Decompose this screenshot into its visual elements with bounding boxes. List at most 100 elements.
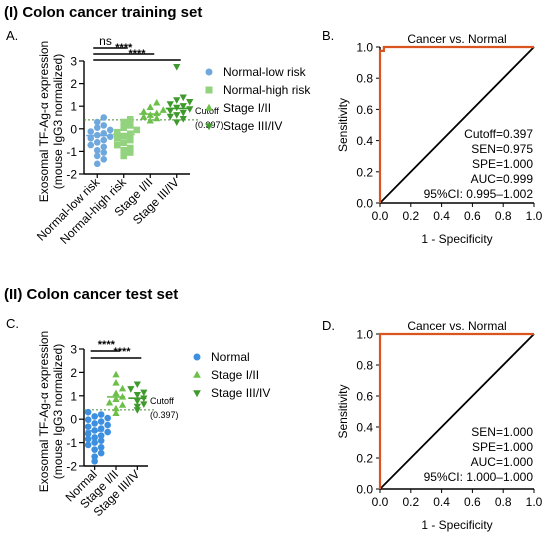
data-point: [91, 420, 98, 427]
data-point: [93, 139, 101, 146]
data-point: [153, 98, 161, 106]
x-axis-label: 1 - Specificity: [421, 518, 492, 532]
significance-label: ****: [128, 48, 146, 60]
x-tick-label: 1.0: [526, 209, 543, 223]
stat-label: SPE=1.000: [472, 440, 533, 454]
data-point: [173, 64, 181, 71]
legend-label: Normal-low risk: [223, 65, 307, 79]
data-point: [87, 141, 95, 149]
data-point: [126, 136, 134, 144]
data-point: [173, 97, 181, 104]
y-tick-label: 0.6: [356, 390, 373, 404]
x-tick-label: 0.8: [495, 209, 512, 223]
panel-label: A.: [6, 28, 18, 43]
data-point: [118, 401, 127, 408]
data-point: [140, 107, 148, 115]
data-point: [93, 118, 101, 126]
data-point: [112, 409, 120, 416]
data-point: [112, 370, 120, 378]
roc-curve: [378, 45, 534, 203]
reference-diagonal: [379, 333, 535, 490]
stat-label: AUC=1.000: [471, 455, 534, 469]
stat-label: SEN=0.975: [471, 142, 533, 156]
data-point: [93, 152, 101, 160]
data-point: [91, 434, 98, 441]
data-point: [186, 99, 194, 106]
y-tick-label: 0.0: [356, 197, 373, 211]
data-point: [100, 156, 108, 163]
y-axis-label: Sensitivity: [336, 384, 350, 438]
data-point: [140, 401, 148, 408]
data-point: [87, 134, 95, 142]
data-point: [126, 116, 134, 123]
y-tick-label: -2: [66, 168, 77, 182]
data-point: [100, 143, 108, 151]
legend-marker: [205, 123, 213, 131]
data-point: [120, 146, 128, 154]
roc-curve: [378, 332, 534, 489]
stat-label: Cutoff=0.397: [464, 127, 533, 141]
section-title-test: (II) Colon cancer test set: [4, 286, 179, 303]
data-point: [126, 122, 134, 129]
data-point: [133, 126, 141, 134]
legend-label: Stage III/IV: [211, 386, 270, 400]
x-tick-label: 0.2: [402, 209, 419, 223]
legend-marker: [205, 86, 213, 94]
y-axis-label: Sensitivity: [336, 98, 350, 152]
data-point: [112, 378, 120, 386]
y-tick-label: 0.8: [356, 72, 373, 86]
data-point: [166, 113, 174, 121]
data-point: [166, 108, 174, 115]
data-point: [179, 109, 187, 117]
significance-label: ****: [113, 346, 131, 358]
x-tick-label: 0.4: [433, 209, 450, 223]
legend-label: Stage I/II: [211, 368, 259, 382]
data-point: [120, 118, 128, 126]
data-point: [126, 149, 134, 156]
legend-label: Stage I/II: [223, 101, 271, 115]
y-axis-label-sub: (mouse IgG3 normalized): [51, 54, 65, 189]
data-point: [100, 114, 108, 121]
data-point: [106, 133, 114, 141]
y-tick-label: 2: [70, 77, 77, 91]
legend-label: Normal: [211, 350, 250, 364]
y-axis-label: Exosomal TF-Ag-α expression: [37, 41, 51, 202]
data-point: [84, 441, 92, 449]
significance-label: ****: [98, 339, 116, 351]
data-point: [93, 124, 101, 131]
data-point: [112, 389, 120, 397]
panel-label: C.: [6, 316, 19, 331]
y-tick-label: 1.0: [356, 41, 373, 55]
data-point: [91, 439, 98, 446]
data-point: [153, 109, 161, 117]
data-point: [84, 416, 92, 423]
legend-marker: [205, 68, 213, 76]
data-point: [93, 160, 101, 168]
data-point: [84, 430, 92, 438]
y-tick-label: 1: [70, 100, 77, 114]
data-point: [104, 414, 111, 422]
y-tick-label: -1: [66, 145, 77, 159]
y-tick-label: 0.8: [356, 359, 373, 373]
data-point: [91, 446, 98, 453]
y-axis-label-sub: (mouse IgG3 normalized): [51, 344, 65, 479]
data-point: [112, 395, 120, 402]
stat-label: 95%CI: 0.995–1.002: [424, 187, 534, 201]
x-tick-label: 0.6: [464, 209, 481, 223]
data-point: [113, 134, 121, 142]
data-point: [104, 421, 111, 429]
data-point: [106, 126, 114, 134]
data-point: [140, 113, 148, 120]
data-point: [97, 418, 105, 425]
data-point: [133, 398, 141, 405]
y-tick-label: 0: [70, 122, 77, 136]
data-point: [104, 428, 111, 436]
data-point: [97, 443, 105, 451]
data-point: [133, 407, 141, 414]
y-tick-label: 1: [70, 389, 77, 403]
legend-label: Stage III/IV: [223, 119, 282, 133]
data-point: [153, 114, 161, 122]
data-point: [120, 139, 128, 147]
stat-label: AUC=0.999: [471, 172, 534, 186]
y-tick-label: 3: [70, 55, 77, 69]
